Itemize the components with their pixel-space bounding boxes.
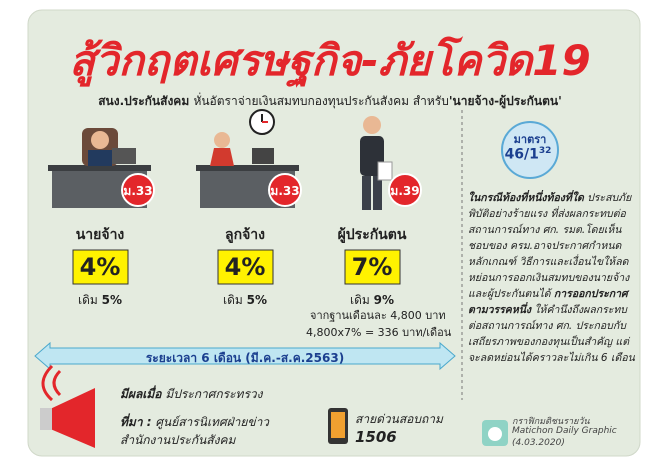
badge: ม.33 [123, 184, 153, 198]
old-value: 9% [373, 293, 395, 307]
subtitle-text: หั่นอัตราจ่ายเงินสมทบกองทุนประกันสังคม ส… [193, 94, 449, 108]
old-value: 5% [246, 293, 268, 307]
credit: (4.03.2020) [512, 438, 565, 448]
law-heading: มาตรา [513, 133, 547, 146]
badge: ม.33 [270, 184, 300, 198]
old-label: เดิม [77, 293, 98, 307]
group-label: ลูกจ้าง [225, 227, 265, 243]
old-rate: เดิม 5% [78, 291, 122, 310]
rate: 4% [79, 253, 121, 281]
subtitle-highlight: 'นายจ้าง-ผู้ประกันตน' [448, 94, 562, 108]
source-text: สำนักงานประกันสังคม [120, 433, 236, 447]
effective-label: มีผลเมื่อ [120, 387, 162, 401]
source-text: ศูนย์สารนิเทศฝ่ายข่าว [155, 415, 270, 429]
law-number-main: 46/1 [504, 146, 539, 163]
old-label: เดิม [222, 293, 243, 307]
subtitle-lead: สนง.ประกันสังคม [98, 94, 190, 108]
source: ที่มา : ศูนย์สารนิเทศฝ่ายข่าว [120, 413, 269, 432]
effective-text: มีประกาศกระทรวง [165, 387, 263, 401]
old-label: เดิม [349, 293, 370, 307]
group-label: ผู้ประกันตน [337, 227, 407, 243]
credit: กราฟิกมติชนรายวัน [512, 417, 590, 427]
effective: มีผลเมื่อ มีประกาศกระทรวง [120, 385, 263, 404]
group-label: นายจ้าง [75, 227, 125, 243]
hotline-label: สายด่วนสอบถาม [355, 412, 443, 426]
law-intro: ในกรณีท้องที่หนึ่งท้องที่ใด [468, 192, 584, 204]
calculation: 4,800x7% = 336 บาท/เดือน [306, 326, 452, 339]
calculation: จากฐานเดือนละ 4,800 บาท [310, 309, 446, 322]
law-emphasis: การออกประกาศตามวรรคหนึ่ง [468, 288, 628, 316]
source-label: ที่มา : [120, 415, 152, 429]
law-superscript: 32 [538, 146, 552, 156]
subtitle: สนง.ประกันสังคม หั่นอัตราจ่ายเงินสมทบกอง… [98, 92, 562, 111]
old-value: 5% [101, 293, 123, 307]
hotline-number: 1506 [355, 428, 397, 446]
period: ระยะเวลา 6 เดือน (มี.ค.-ส.ค.2563) [145, 351, 345, 365]
rate: 7% [351, 253, 393, 281]
law-number: 46/132 [505, 146, 552, 163]
old-rate: เดิม 9% [350, 291, 394, 310]
title: สู้วิกฤตเศรษฐกิจ-ภัยโควิด19 [69, 36, 591, 85]
law-text: ในกรณีท้องที่หนึ่งท้องที่ใด ประสบภัยพิบั… [468, 190, 638, 366]
rate: 4% [224, 253, 266, 281]
law-body: ประสบภัยพิบัติอย่างร้ายแรง ที่ส่งผลกระทบ… [468, 192, 632, 300]
old-rate: เดิม 5% [223, 291, 267, 310]
badge: ม.39 [390, 184, 420, 198]
law-body: ให้คำนึงถึงผลกระทบต่อสถานการณ์ทาง ศก. ปร… [468, 304, 635, 364]
credit: Matichon Daily Graphic [512, 426, 617, 436]
